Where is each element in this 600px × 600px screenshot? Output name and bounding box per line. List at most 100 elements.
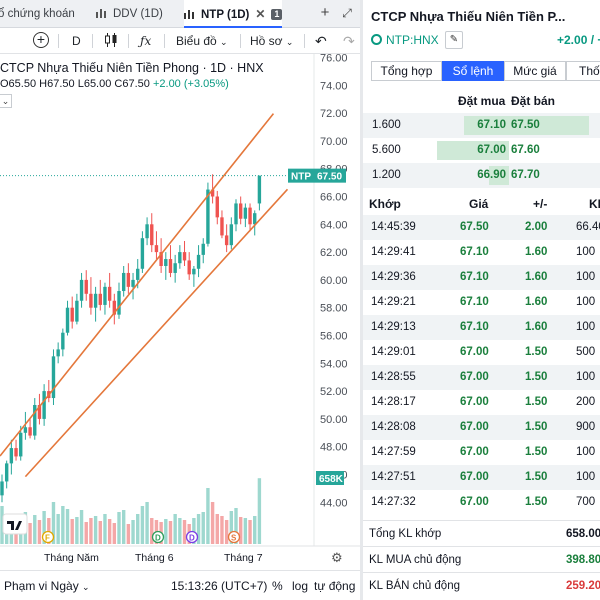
volume-bar (84, 522, 88, 544)
close-icon[interactable]: ✕ (255, 7, 266, 21)
summary-row: KL MUA chủ động 398.800 (363, 546, 600, 572)
channel-upper-line[interactable] (0, 113, 275, 457)
volume-bar (168, 521, 173, 544)
trade-change: 1.50 (525, 371, 548, 383)
indicators-icon[interactable]: ƒx (140, 34, 152, 48)
candle-body (103, 286, 107, 305)
trade-price: 67.00 (460, 346, 489, 358)
undo-icon[interactable]: ↶ (315, 33, 327, 49)
trade-price: 67.00 (460, 471, 489, 483)
percent-toggle[interactable]: % (272, 579, 283, 593)
profile-label: Hồ sơ (250, 34, 283, 48)
volume-header: KL (589, 197, 600, 211)
trade-row[interactable]: 14:28:08 67.00 1.50 900 (363, 415, 600, 440)
price-tick-label: 54.00 (320, 358, 348, 370)
price-tick-label: 58.00 (320, 303, 348, 315)
symbol-label[interactable]: NTP:HNX (371, 33, 439, 47)
profile-dropdown[interactable]: Hồ sơ ⌄ (250, 32, 293, 50)
divider (240, 34, 241, 48)
trade-row[interactable]: 14:28:17 67.00 1.50 200 (363, 390, 600, 415)
divider (304, 34, 305, 48)
trade-row[interactable]: 14:29:21 67.10 1.60 100 (363, 290, 600, 315)
trade-row[interactable]: 14:45:39 67.50 2.00 66.400 (363, 215, 600, 240)
trade-price: 67.10 (460, 271, 489, 283)
volume-bar (37, 520, 42, 544)
ask-price: 67.70 (511, 169, 540, 181)
candle-body (159, 252, 163, 266)
settings-icon[interactable]: ⚙ (331, 551, 343, 566)
trade-row[interactable]: 14:29:36 67.10 1.60 100 (363, 265, 600, 290)
candle-body (196, 254, 201, 269)
orderbook-row[interactable]: 1.200 66.90 67.70 (363, 163, 600, 188)
tradingview-logo[interactable] (2, 513, 28, 535)
orderbook-row[interactable]: 1.600 67.10 67.50 (363, 113, 600, 138)
auto-toggle[interactable]: tự động (314, 579, 356, 593)
bid-price: 66.90 (477, 169, 506, 181)
trade-change: 1.60 (525, 296, 548, 308)
trade-row[interactable]: 14:29:41 67.10 1.60 100 (363, 240, 600, 265)
channel-lower-line[interactable] (24, 188, 289, 478)
range-dropdown[interactable]: Phạm vi Ngày ⌄ (4, 579, 90, 593)
event-marker[interactable] (185, 530, 199, 544)
candle-body (253, 213, 257, 225)
maximize-icon[interactable]: ⤢ (342, 6, 352, 20)
tab-price-levels[interactable]: Mức giá (504, 61, 566, 81)
trade-row[interactable]: 14:29:13 67.10 1.60 100 (363, 315, 600, 340)
volume-bar (201, 512, 205, 544)
interval-button[interactable]: D (72, 34, 81, 48)
volume-bar (79, 510, 84, 544)
chart-icon (184, 10, 194, 19)
add-symbol-icon[interactable]: + (33, 32, 49, 48)
orderbook-row[interactable]: 5.600 67.00 67.60 (363, 138, 600, 163)
chart-pane: ổ chứng khoán DDV (1D) NTP (1D) ✕ 1 + ⤢ + … (0, 0, 360, 600)
trade-volume: 100 (576, 371, 596, 383)
trade-volume: 500 (576, 346, 596, 358)
volume-bar (215, 514, 219, 544)
event-marker[interactable] (227, 530, 241, 544)
price-header: Giá (469, 197, 489, 211)
trade-row[interactable]: 14:27:59 67.00 1.50 100 (363, 440, 600, 465)
volume-bar (126, 524, 131, 544)
edit-icon[interactable]: ✎ (445, 31, 463, 49)
price-tick-label: 70.00 (320, 136, 348, 148)
candles-icon[interactable] (104, 32, 118, 50)
redo-icon[interactable]: ↷ (343, 33, 355, 49)
trade-row[interactable]: 14:29:01 67.00 1.50 500 (363, 340, 600, 365)
divider (164, 34, 165, 48)
candle-body (56, 349, 60, 357)
chart-type-dropdown[interactable]: Biểu đồ ⌄ (176, 32, 228, 50)
tab-label: ổ chứng khoán (0, 8, 75, 20)
candle-body (206, 189, 210, 244)
tab-ddv[interactable]: DDV (1D) (96, 0, 174, 28)
trade-row[interactable]: 14:27:32 67.00 1.50 700 (363, 490, 600, 515)
add-tab-icon[interactable]: + (320, 4, 330, 21)
candle-body (140, 238, 145, 269)
log-toggle[interactable]: log (292, 579, 309, 593)
candle-body (178, 252, 182, 264)
event-marker[interactable] (151, 530, 165, 544)
tab-summary[interactable]: Tổng hợp (371, 61, 442, 81)
volume-bar (89, 518, 93, 544)
trade-row[interactable]: 14:28:55 67.00 1.50 100 (363, 365, 600, 390)
tab-orderbook[interactable]: Sổ lệnh (442, 61, 504, 81)
legend-ohlc: O65.50 H67.50 L65.00 C67.50 +2.00 (+3.05… (0, 76, 264, 92)
price-tick-label: 44.00 (320, 497, 348, 509)
tab-stats[interactable]: Thố (566, 61, 600, 81)
chevron-down-icon: ⌄ (82, 582, 90, 592)
volume-bar (220, 516, 224, 544)
trade-time: 14:29:13 (371, 321, 416, 333)
clock[interactable]: 15:13:26 (UTC+7) (171, 579, 268, 593)
event-marker[interactable] (41, 530, 55, 544)
chart-icon (96, 9, 106, 18)
trade-time: 14:29:01 (371, 346, 416, 358)
candle-body (243, 207, 248, 219)
trade-volume: 100 (576, 321, 596, 333)
price-chart[interactable]: 76.0074.0072.0070.0068.0066.0064.0062.00… (0, 54, 360, 570)
tab-watchlist[interactable]: ổ chứng khoán (0, 0, 88, 28)
trade-time: 14:28:08 (371, 421, 416, 433)
ask-price: 67.60 (511, 144, 540, 156)
candle-body (131, 279, 135, 287)
trade-row[interactable]: 14:27:51 67.00 1.50 100 (363, 465, 600, 490)
tab-ntp[interactable]: NTP (1D) ✕ 1 (184, 0, 283, 28)
legend-collapse-icon[interactable]: ⌄ (0, 94, 12, 108)
